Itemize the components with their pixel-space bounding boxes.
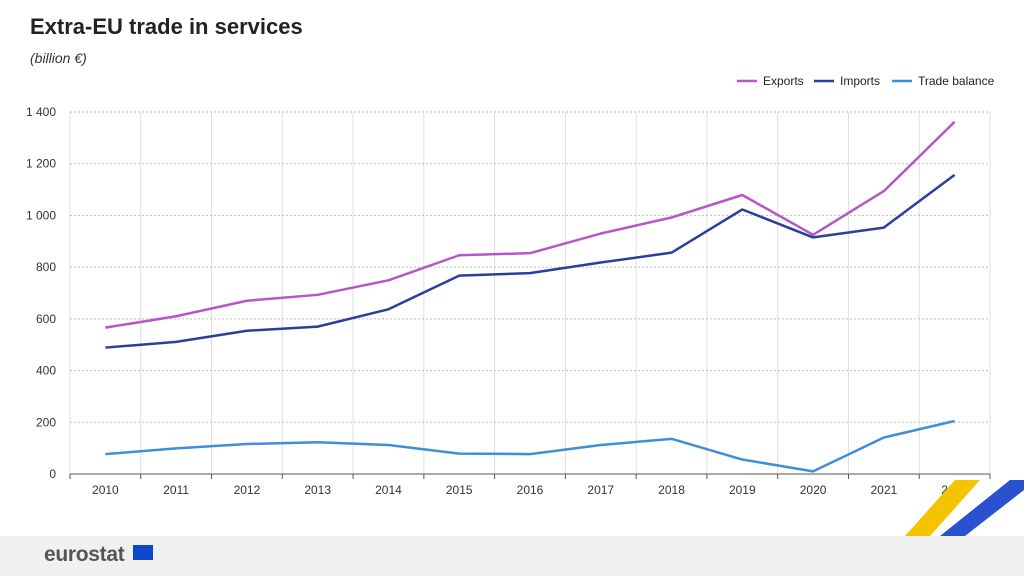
y-tick-label: 600 — [36, 312, 56, 326]
series-line-imports — [105, 173, 956, 349]
y-tick-label: 1 400 — [26, 105, 56, 119]
y-tick-label: 200 — [36, 415, 56, 429]
y-tick-label: 400 — [36, 364, 56, 378]
x-tick-label: 2015 — [446, 483, 473, 497]
x-tick-label: 2017 — [587, 483, 614, 497]
legend-label: Imports — [840, 74, 880, 88]
x-tick-label: 2013 — [304, 483, 331, 497]
x-tick-label: 2014 — [375, 483, 402, 497]
y-tick-label: 0 — [49, 467, 56, 481]
x-tick-label: 2019 — [729, 483, 756, 497]
corner-decoration — [905, 480, 1024, 536]
x-tick-label: 2011 — [163, 483, 189, 497]
x-tick-label: 2012 — [234, 483, 261, 497]
x-tick-label: 2018 — [658, 483, 685, 497]
y-tick-label: 1 000 — [26, 208, 56, 222]
series-line-trade-balance — [105, 419, 955, 473]
chart-subtitle: (billion €) — [30, 50, 87, 66]
x-tick-label: 2010 — [92, 483, 119, 497]
x-tick-label: 2016 — [517, 483, 544, 497]
eu-flag-icon — [133, 545, 153, 560]
line-chart: 0 200 400 600 800 1 000 1 200 1 400 2010 2011 201… — [26, 74, 1024, 536]
footer-bar — [0, 536, 1024, 576]
legend-label: Trade balance — [918, 74, 995, 88]
eurostat-logo: eurostat — [44, 543, 125, 566]
chart-title: Extra-EU trade in services — [30, 14, 303, 39]
y-tick-label: 800 — [36, 260, 56, 274]
series-line-exports — [105, 120, 956, 329]
y-tick-label: 1 200 — [26, 157, 56, 171]
x-tick-label: 2021 — [870, 483, 897, 497]
legend-label: Exports — [763, 74, 804, 88]
x-tick-label: 2020 — [800, 483, 827, 497]
